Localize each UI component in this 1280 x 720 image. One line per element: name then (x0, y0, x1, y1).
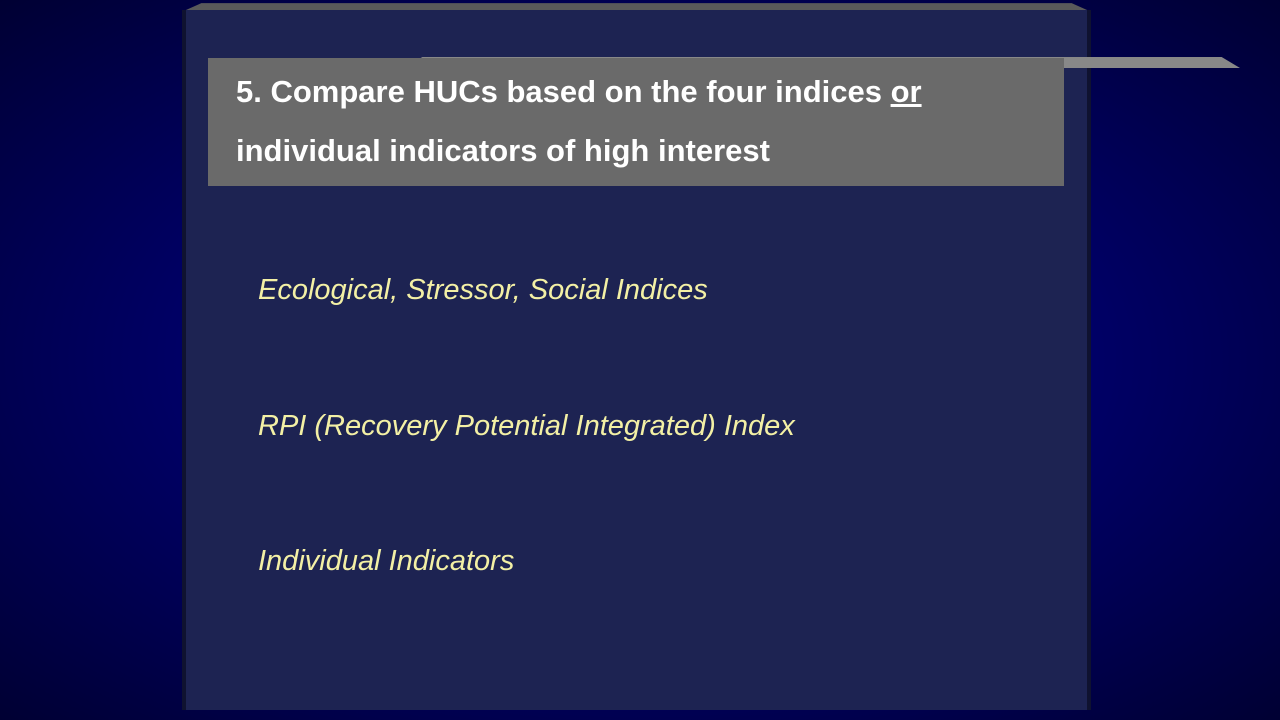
box-3d-top-bevel (186, 3, 1087, 10)
title-prefix: 5. Compare HUCs based on the four indice… (236, 74, 891, 109)
slide-title: 5. Compare HUCs based on the four indice… (236, 63, 1036, 181)
title-underlined-word: or (891, 74, 922, 109)
title-suffix: individual indicators of high interest (236, 133, 770, 168)
bullet-item: Individual Indicators (258, 541, 1018, 582)
slide-body-content: Ecological, Stressor, Social Indices RPI… (258, 270, 1018, 677)
bullet-item: Ecological, Stressor, Social Indices (258, 270, 1018, 311)
slide-title-box: 5. Compare HUCs based on the four indice… (208, 58, 1064, 186)
bullet-item: RPI (Recovery Potential Integrated) Inde… (258, 406, 1018, 447)
box-3d-right-edge (1087, 10, 1091, 710)
